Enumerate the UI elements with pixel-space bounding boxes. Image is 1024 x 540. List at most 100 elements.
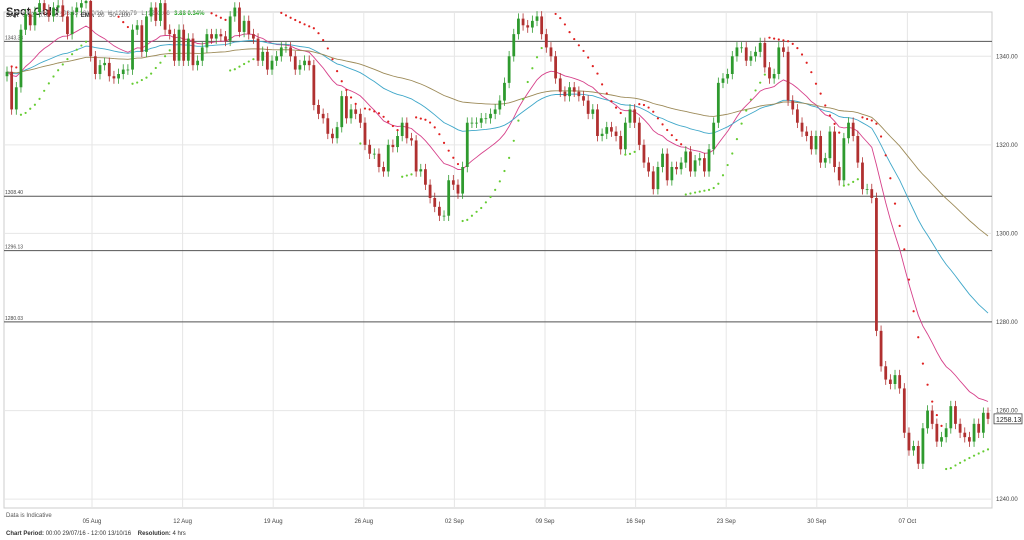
ema-100-line — [6, 48, 989, 237]
candle-body — [684, 151, 688, 163]
candle-body — [549, 47, 553, 57]
sar-dot — [833, 122, 836, 125]
sar-dot — [573, 37, 576, 41]
sar-param-3: 0.2 — [55, 13, 64, 19]
candle-body — [451, 180, 455, 185]
quote-high: H: 1261.79 — [107, 11, 137, 17]
candle-body — [665, 153, 669, 181]
sar-dot — [638, 103, 641, 106]
chart-grid — [3, 11, 993, 509]
sar-dot — [15, 66, 18, 69]
candle-body — [93, 56, 97, 74]
candle-body — [758, 43, 762, 52]
sar-dot — [526, 80, 529, 84]
sar-dot — [898, 224, 901, 227]
candle-body — [312, 65, 316, 105]
candle-body — [623, 122, 627, 150]
sar-dot — [10, 65, 13, 68]
x-tick-label: 07 Oct — [899, 519, 917, 525]
sar-dot — [480, 206, 483, 210]
ema-param-1: 20 — [97, 13, 105, 19]
candle-body — [140, 25, 144, 52]
candle-body — [879, 330, 883, 367]
sar-dot — [596, 72, 599, 75]
sar-dot — [438, 133, 441, 136]
sar-label: SAR — [6, 13, 19, 19]
candle-body — [98, 65, 102, 74]
x-tick-label: 23 Sep — [717, 519, 737, 525]
sar-dot — [731, 152, 734, 155]
candle-body — [954, 406, 957, 424]
candle-body — [414, 140, 418, 172]
sar-dot — [940, 424, 943, 427]
sar-dot — [131, 82, 134, 85]
sar-dot — [712, 186, 715, 190]
candle-body — [572, 87, 576, 92]
candle-body — [795, 109, 799, 123]
sar-dot — [954, 464, 957, 467]
sar-dot — [721, 174, 725, 177]
candle-body — [112, 76, 116, 79]
candle-body — [377, 153, 381, 167]
candle-body — [382, 167, 385, 172]
candle-body — [619, 136, 623, 150]
candle-body — [293, 56, 297, 70]
sar-dot — [624, 153, 627, 156]
candle-body — [628, 109, 632, 123]
candle-body — [210, 34, 213, 39]
level-label: 1296.13 — [5, 245, 23, 251]
candle-body — [498, 100, 502, 110]
candle-body — [837, 167, 841, 181]
candle-body — [712, 122, 716, 150]
candle-body — [317, 105, 320, 114]
candle-body — [749, 56, 753, 61]
candle-body — [698, 158, 702, 161]
candle-body — [47, 9, 51, 17]
candle-body — [568, 87, 571, 97]
sar-dot — [340, 80, 343, 83]
candle-body — [702, 158, 706, 172]
candle-body — [972, 423, 976, 442]
candle-body — [586, 100, 590, 114]
candle-body — [396, 136, 399, 148]
sar-dot — [707, 188, 711, 191]
sar-dot — [391, 124, 394, 128]
sar-dot — [229, 69, 232, 72]
sar-dot — [563, 23, 567, 26]
candle-body — [600, 133, 604, 136]
sar-dot — [247, 60, 250, 63]
candle-body — [284, 47, 288, 49]
sar-dot — [531, 67, 534, 70]
candle-body — [768, 67, 771, 79]
candle-body — [196, 60, 200, 66]
sar-dot — [298, 21, 302, 24]
sar-dot — [289, 16, 292, 19]
sar-dot — [33, 103, 36, 106]
candle-body — [340, 96, 344, 128]
x-tick-label: 05 Aug — [83, 519, 102, 525]
sar-dot — [698, 190, 701, 193]
candle-body — [772, 74, 776, 79]
sar-dot — [879, 135, 883, 138]
candle-body — [596, 109, 599, 136]
candle-body — [517, 18, 520, 35]
sar-dot — [745, 109, 748, 112]
ema-lines — [6, 25, 989, 402]
candle-body — [168, 29, 172, 35]
sar-dot — [252, 58, 255, 61]
sar-dot — [308, 25, 311, 28]
candle-body — [921, 428, 925, 464]
candle-body — [177, 29, 181, 61]
candle-body — [535, 16, 539, 21]
candle-body — [470, 122, 474, 124]
y-tick-label: 1260.00 — [996, 409, 1018, 415]
candle-body — [386, 144, 390, 172]
resolution-label: Resolution: — [137, 531, 171, 537]
sar-dot — [628, 152, 632, 155]
sar-dot — [582, 49, 585, 53]
candle-body — [126, 69, 130, 71]
candle-body — [670, 167, 674, 181]
candle-body — [512, 34, 516, 57]
candle-body — [28, 14, 32, 26]
